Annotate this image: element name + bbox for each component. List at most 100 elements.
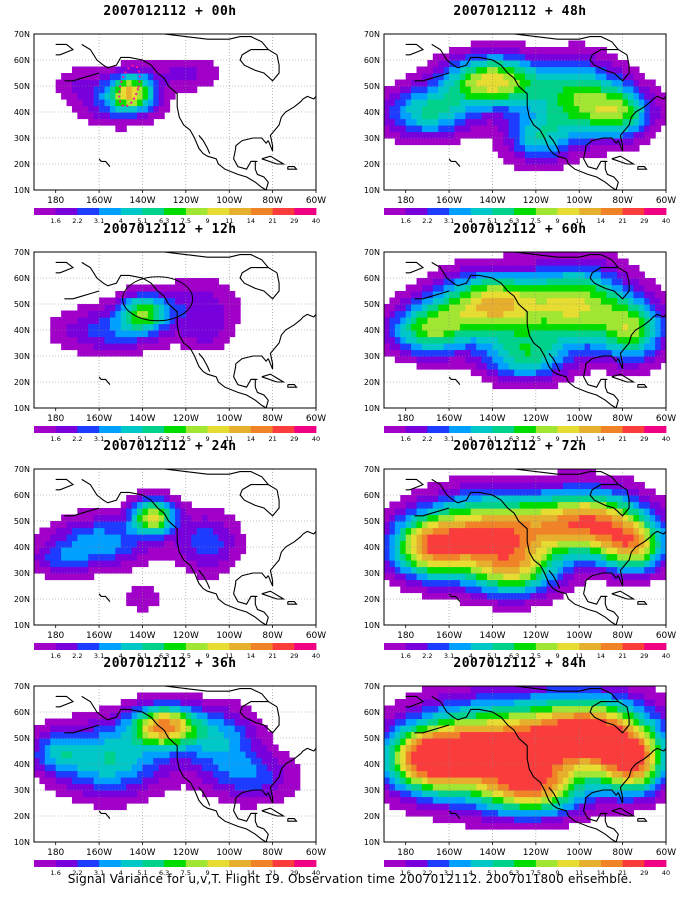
field-cell — [443, 79, 450, 87]
field-cell — [487, 566, 494, 574]
field-cell — [164, 501, 171, 509]
field-cell — [185, 501, 192, 509]
field-cell — [400, 751, 407, 759]
field-cell — [497, 718, 504, 726]
field-cell — [99, 330, 106, 338]
field-cell — [229, 770, 236, 778]
colorbar: 1.6 2.2 3.1 4 5.1 6.3 7.5 9 11 14 21 29 40 — [34, 860, 320, 877]
x-tick-label: 120W — [523, 414, 549, 424]
field-cell — [61, 540, 68, 548]
field-cell — [649, 284, 656, 292]
field-cell — [590, 53, 597, 61]
field-cell — [120, 540, 127, 548]
field-cell — [552, 73, 559, 81]
field-cell — [421, 692, 428, 700]
field-cell — [449, 131, 456, 139]
field-cell — [503, 138, 510, 146]
field-cell — [617, 60, 624, 68]
field-cell — [438, 725, 445, 733]
field-cell — [557, 508, 564, 516]
field-cell — [196, 514, 203, 522]
map-panel-12h: 2007012112 + 12h 180 160W 140W 120W 100W 80W 60… — [0, 222, 340, 444]
field-cell — [595, 60, 602, 68]
field-cell — [579, 475, 586, 483]
field-cell — [497, 488, 504, 496]
field-cell — [191, 304, 198, 312]
field-cell — [207, 725, 214, 733]
field-cell — [400, 125, 407, 133]
field-cell — [519, 553, 526, 561]
field-cell — [492, 356, 499, 364]
field-cell — [384, 92, 391, 100]
colorbar: 1.6 2.2 3.1 4 5.1 6.3 7.5 9 11 14 21 29 40 — [384, 208, 670, 225]
field-cell — [660, 336, 666, 344]
field-cell — [530, 343, 537, 351]
field-cell — [541, 105, 548, 113]
field-cell — [137, 86, 144, 94]
field-cell — [421, 362, 428, 370]
field-cell — [137, 731, 144, 739]
field-cell — [655, 297, 662, 305]
field-cell — [497, 540, 504, 548]
field-cell — [438, 573, 445, 581]
field-cell — [552, 475, 559, 483]
field-cell — [394, 783, 401, 791]
field-cell — [55, 86, 62, 94]
field-cell — [405, 586, 412, 594]
field-cell — [638, 112, 645, 120]
field-cell — [115, 73, 122, 81]
field-cell — [147, 495, 154, 503]
field-cell — [644, 138, 651, 146]
field-cell — [481, 822, 488, 830]
field-cell — [202, 764, 209, 772]
field-cell — [497, 731, 504, 739]
field-cell — [147, 592, 154, 600]
field-cell — [459, 514, 466, 522]
field-cell — [169, 317, 176, 325]
field-cell — [405, 521, 412, 529]
field-cell — [562, 369, 569, 377]
x-tick-label: 60W — [656, 414, 676, 424]
field-cell — [240, 764, 247, 772]
field-cell — [283, 764, 290, 772]
field-cell — [476, 599, 483, 607]
field-cell — [481, 712, 488, 720]
field-cell — [633, 356, 640, 364]
field-cell — [622, 534, 629, 542]
field-cell — [481, 40, 488, 48]
field-cell — [438, 514, 445, 522]
field-cell — [633, 508, 640, 516]
field-cell — [389, 310, 396, 318]
field-cell — [638, 79, 645, 87]
field-cell — [492, 86, 499, 94]
field-cell — [487, 777, 494, 785]
field-cell — [514, 540, 521, 548]
field-cell — [557, 586, 564, 594]
field-cell — [240, 796, 247, 804]
field-cell — [421, 521, 428, 529]
field-cell — [465, 686, 472, 694]
field-cell — [562, 573, 569, 581]
field-cell — [142, 592, 149, 600]
field-cell — [535, 317, 542, 325]
field-cell — [427, 718, 434, 726]
field-cell — [644, 560, 651, 568]
field-cell — [427, 566, 434, 574]
field-cell — [644, 573, 651, 581]
field-cell — [541, 297, 548, 305]
field-cell — [644, 540, 651, 548]
field-cell — [508, 330, 515, 338]
field-cell — [411, 573, 418, 581]
field-cell — [579, 47, 586, 55]
field-cell — [449, 692, 456, 700]
field-cell — [530, 573, 537, 581]
field-cell — [88, 718, 95, 726]
field-cell — [470, 291, 477, 299]
y-tick-label: 50N — [14, 82, 30, 91]
field-cell — [649, 547, 656, 555]
field-cell — [131, 86, 138, 94]
field-cell — [487, 809, 494, 817]
field-cell — [546, 323, 553, 331]
field-cell — [487, 362, 494, 370]
field-cell — [438, 547, 445, 555]
